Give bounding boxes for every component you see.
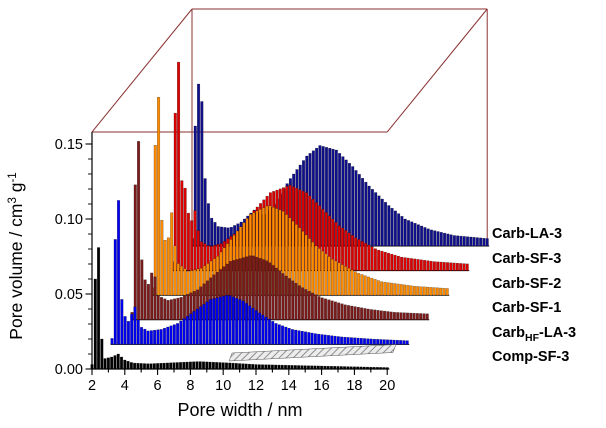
y-axis-label: Pore volume / cm3 g-1 bbox=[6, 172, 26, 339]
x-tick-label: 6 bbox=[154, 378, 162, 394]
x-tick-label: 18 bbox=[346, 378, 362, 394]
series-carb-la-3 bbox=[190, 83, 490, 247]
x-tick-label: 16 bbox=[314, 378, 330, 394]
chart-axes: 2 4 6 8 10 12 14 16 18 20 0.00 0.05 0.10 0.15 bbox=[55, 132, 395, 394]
frame-line bbox=[386, 8, 488, 133]
series-label-carbhf-la-3: CarbHF-LA-3 bbox=[492, 325, 576, 344]
x-tick-label: 20 bbox=[379, 378, 395, 394]
series-label-comp-sf-3: Comp-SF-3 bbox=[492, 349, 569, 365]
x-tick-label: 14 bbox=[281, 378, 297, 394]
x-tick-label: 4 bbox=[121, 378, 129, 394]
y-tick-label: 0.15 bbox=[55, 137, 83, 153]
series-label-carb-sf-1: Carb-SF-1 bbox=[492, 300, 561, 316]
series-label-carb-sf-3: Carb-SF-3 bbox=[492, 251, 561, 267]
chart-bars bbox=[90, 61, 490, 370]
y-tick-label: 0.05 bbox=[55, 287, 83, 303]
series-label-carb-la-3: Carb-LA-3 bbox=[492, 226, 562, 242]
x-tick-label: 8 bbox=[186, 378, 194, 394]
x-axis-label: Pore width / nm bbox=[177, 400, 302, 420]
floor-hatch-strip bbox=[228, 344, 397, 362]
frame-line bbox=[91, 8, 193, 133]
x-tick-label: 12 bbox=[248, 378, 264, 394]
series-carbhf-la-3 bbox=[110, 200, 410, 345]
x-tick-label: 2 bbox=[88, 378, 96, 394]
y-tick-label: 0.10 bbox=[55, 212, 83, 228]
x-tick-label: 10 bbox=[215, 378, 231, 394]
series-label-carb-sf-2: Carb-SF-2 bbox=[492, 276, 561, 292]
chart-frame-back bbox=[91, 8, 488, 246]
y-tick-label: 0.00 bbox=[55, 362, 83, 378]
